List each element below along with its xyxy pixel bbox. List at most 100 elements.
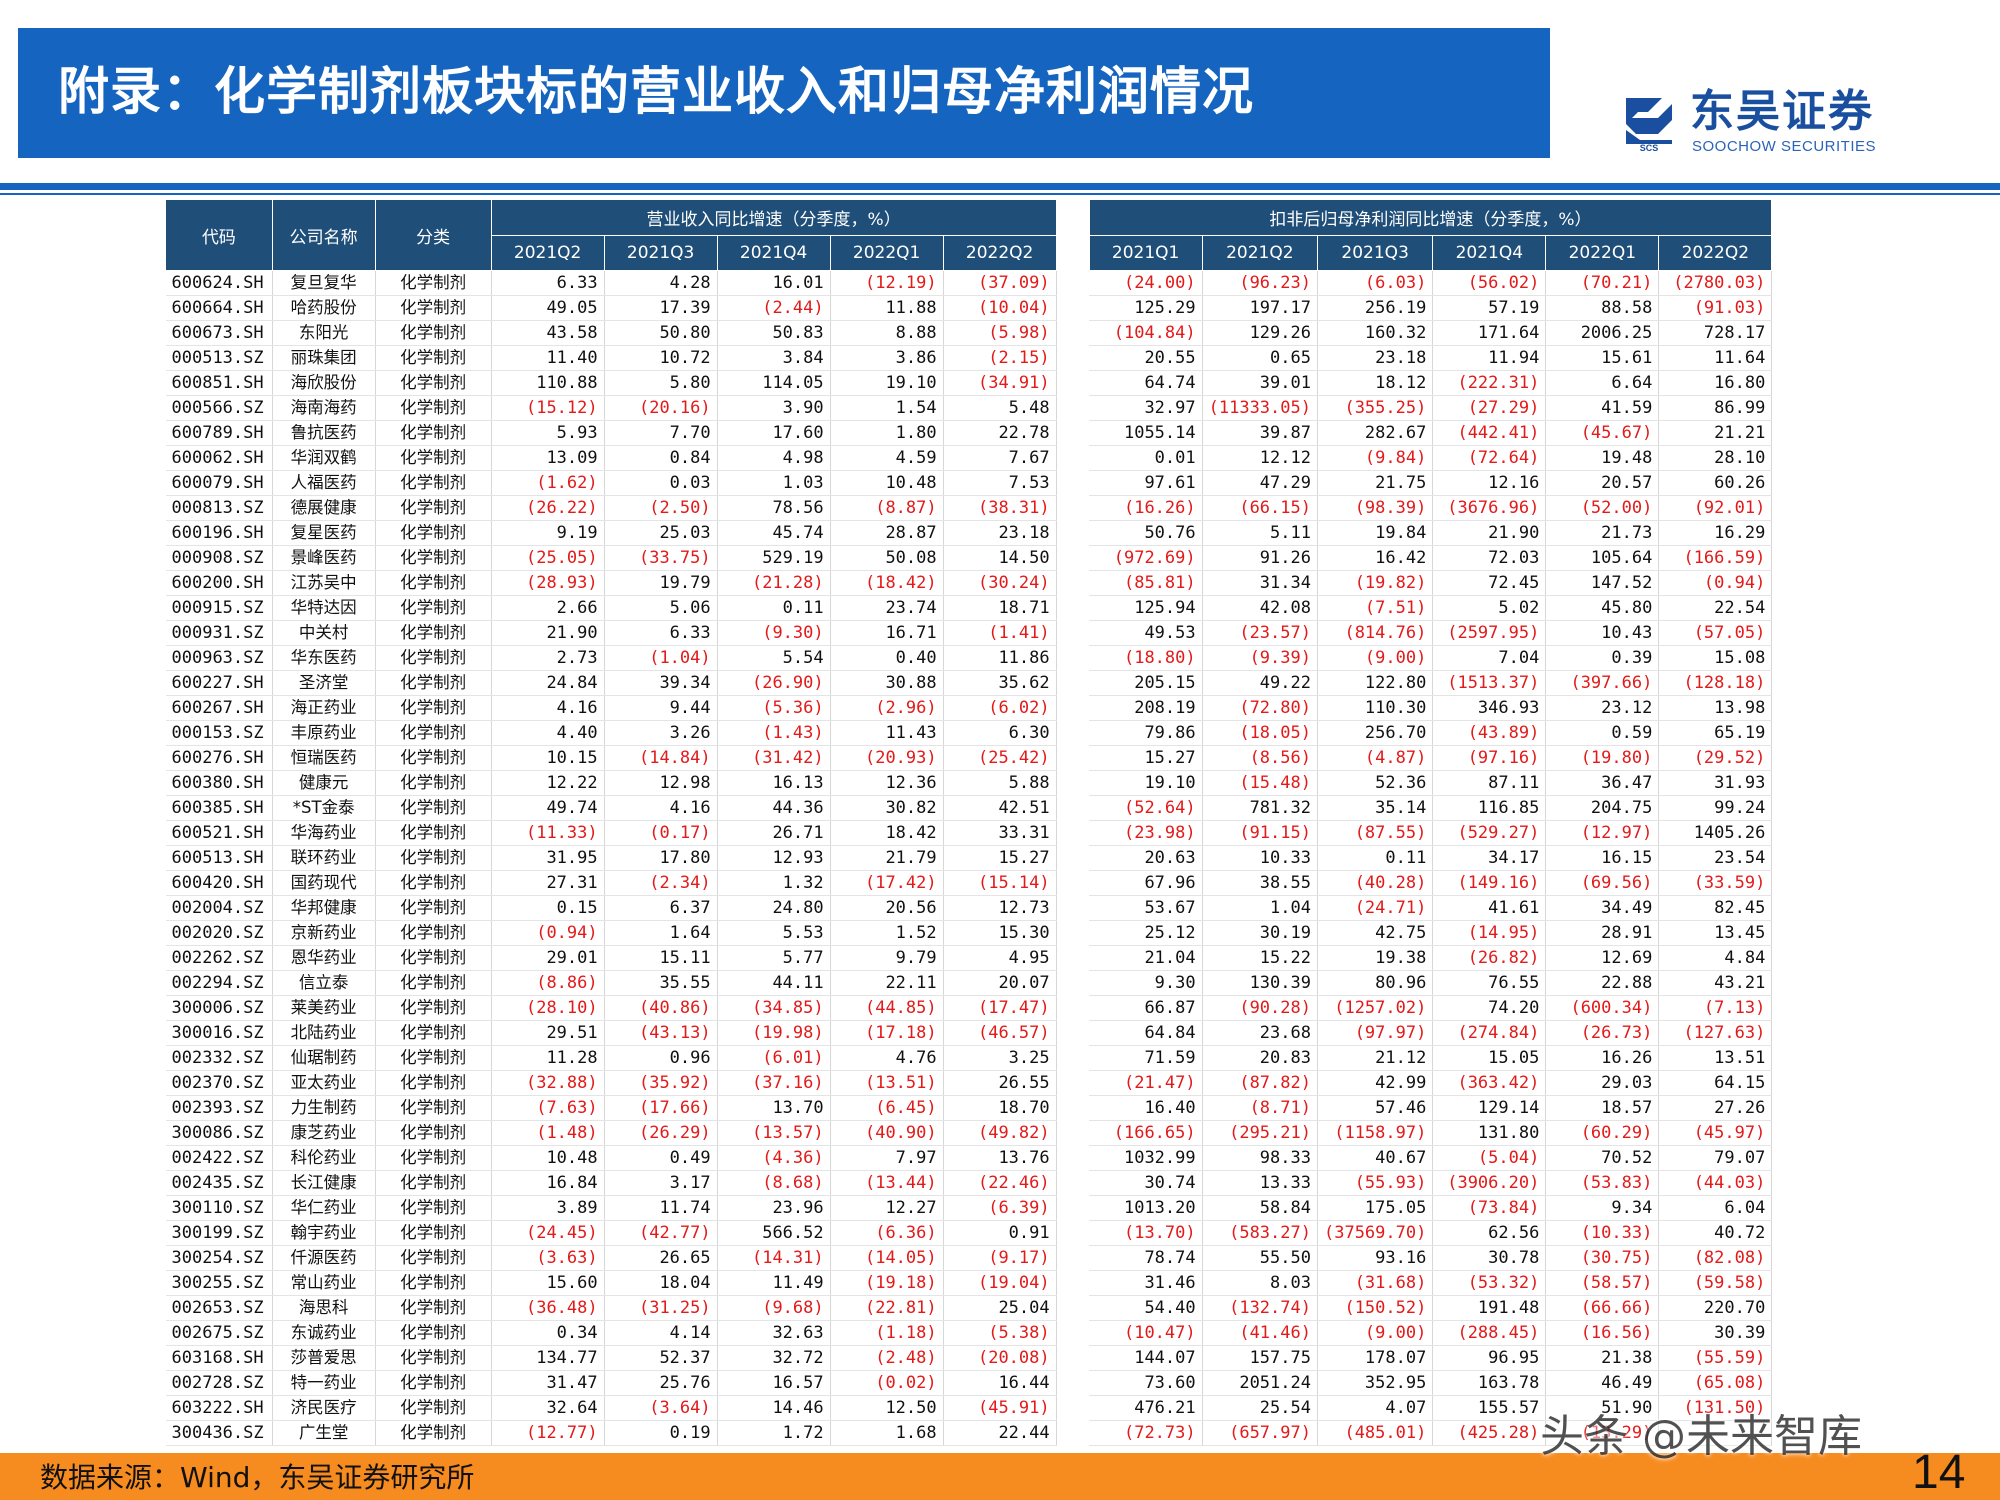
revenue-growth-cell: 50.83 — [717, 320, 831, 346]
profit-growth-cell: 130.39 — [1202, 970, 1318, 996]
company-name-cell: 丽珠集团 — [272, 345, 376, 371]
revenue-growth-cell: 134.77 — [491, 1345, 605, 1371]
profit-growth-cell: 47.29 — [1202, 470, 1318, 496]
footer-bar — [0, 1453, 2000, 1500]
company-name-cell: 鲁抗医药 — [272, 420, 376, 446]
table-row: 600420.SH 国药现代 化学制剂 27.31 (2.34) 1.32 (17.42)(… — [165, 870, 1773, 896]
table-row: 002675.SZ 东诚药业 化学制剂 0.34 4.14 32.63 (1.18) (5.3… — [165, 1320, 1773, 1346]
profit-growth-cell: (2780.03) — [1658, 270, 1773, 296]
stock-code-cell: 002675.SZ — [165, 1320, 273, 1346]
profit-growth-cell: 2051.24 — [1202, 1370, 1318, 1396]
revenue-growth-cell: (25.05) — [491, 545, 605, 571]
revenue-growth-cell: 0.15 — [491, 895, 605, 921]
stock-code-cell: 002653.SZ — [165, 1295, 273, 1321]
revenue-growth-cell: (17.42) — [830, 870, 944, 896]
column-gap — [1056, 496, 1089, 521]
revenue-growth-cell: (1.18) — [830, 1320, 944, 1346]
profit-growth-cell: (355.25) — [1317, 395, 1434, 421]
column-gap — [1056, 546, 1089, 571]
table-row: 603222.SH 济民医疗 化学制剂 32.64 (3.64) 14.46 12.50 (4… — [165, 1395, 1773, 1421]
profit-growth-cell: 0.59 — [1545, 720, 1660, 746]
profit-growth-cell: (41.46) — [1202, 1320, 1318, 1346]
revenue-growth-cell: 3.90 — [717, 395, 831, 421]
revenue-growth-cell: 19.79 — [604, 570, 718, 596]
revenue-growth-cell: (8.86) — [491, 970, 605, 996]
scs-logo-icon: SCS — [1618, 90, 1680, 152]
profit-growth-cell: (657.97) — [1202, 1420, 1318, 1446]
category-cell: 化学制剂 — [375, 995, 492, 1021]
profit-growth-cell: 12.16 — [1432, 470, 1547, 496]
profit-growth-cell: (15.48) — [1202, 770, 1318, 796]
profit-growth-cell: 129.14 — [1432, 1095, 1547, 1121]
profit-growth-cell: 15.27 — [1089, 745, 1203, 771]
profit-growth-cell: (274.84) — [1432, 1020, 1547, 1046]
column-gap — [1056, 321, 1089, 346]
revenue-growth-cell: 13.09 — [491, 445, 605, 471]
profit-growth-cell: (3906.20) — [1432, 1170, 1547, 1196]
category-cell: 化学制剂 — [375, 870, 492, 896]
profit-growth-cell: 30.39 — [1658, 1320, 1773, 1346]
revenue-growth-cell: 0.03 — [604, 470, 718, 496]
revenue-growth-cell: (6.01) — [717, 1045, 831, 1071]
profit-growth-cell: (166.65) — [1089, 1120, 1203, 1146]
profit-growth-cell: 93.16 — [1317, 1245, 1434, 1271]
revenue-growth-cell: (4.36) — [717, 1145, 831, 1171]
stock-code-cell: 300016.SZ — [165, 1020, 273, 1046]
profit-growth-cell: (131.50) — [1658, 1395, 1773, 1421]
company-name-cell: 国药现代 — [272, 870, 376, 896]
table-row: 000813.SZ 德展健康 化学制剂 (26.22) (2.50) 78.56 (8.87… — [165, 495, 1773, 521]
profit-growth-cell: 1032.99 — [1089, 1145, 1203, 1171]
revenue-growth-cell: (1.41) — [943, 620, 1057, 646]
profit-growth-cell: 19.10 — [1089, 770, 1203, 796]
company-name-cell: *ST金泰 — [272, 795, 376, 821]
profit-growth-cell: 64.84 — [1089, 1020, 1203, 1046]
profit-growth-cell: (9.00) — [1317, 645, 1434, 671]
revenue-growth-cell: 114.05 — [717, 370, 831, 396]
profit-growth-cell: 157.75 — [1202, 1345, 1318, 1371]
profit-growth-cell: 1.04 — [1202, 895, 1318, 921]
table-row: 002020.SZ 京新药业 化学制剂 (0.94) 1.64 5.53 1.52 15.30… — [165, 920, 1773, 946]
profit-growth-cell: 8.03 — [1202, 1270, 1318, 1296]
revenue-growth-cell: 11.88 — [830, 295, 944, 321]
revenue-growth-cell: 12.27 — [830, 1195, 944, 1221]
category-cell: 化学制剂 — [375, 1070, 492, 1096]
profit-growth-cell: 204.75 — [1545, 795, 1660, 821]
profit-growth-cell: (45.97) — [1658, 1120, 1773, 1146]
company-name-cell: 海思科 — [272, 1295, 376, 1321]
company-name-cell: 恩华药业 — [272, 945, 376, 971]
profit-growth-cell: (40.28) — [1317, 870, 1434, 896]
revenue-growth-cell: 16.57 — [717, 1370, 831, 1396]
revenue-growth-cell: 7.53 — [943, 470, 1057, 496]
table-row: 000908.SZ 景峰医药 化学制剂 (25.05) (33.75) 529.19 50.… — [165, 545, 1773, 571]
column-gap — [1056, 371, 1089, 396]
revenue-growth-cell: (3.63) — [491, 1245, 605, 1271]
revenue-growth-cell: 6.33 — [604, 620, 718, 646]
revenue-growth-cell: 3.26 — [604, 720, 718, 746]
column-gap — [1056, 896, 1089, 921]
revenue-growth-cell: 42.51 — [943, 795, 1057, 821]
profit-growth-cell: 71.59 — [1089, 1045, 1203, 1071]
company-name-cell: 京新药业 — [272, 920, 376, 946]
revenue-growth-cell: 17.60 — [717, 420, 831, 446]
revenue-growth-cell: 1.03 — [717, 470, 831, 496]
category-cell: 化学制剂 — [375, 270, 492, 296]
company-name-cell: 中关村 — [272, 620, 376, 646]
profit-growth-cell: 20.83 — [1202, 1045, 1318, 1071]
revenue-growth-cell: (5.98) — [943, 320, 1057, 346]
revenue-growth-cell: (14.31) — [717, 1245, 831, 1271]
header-revenue-growth: 营业收入同比增速（分季度，%） — [490, 199, 1057, 236]
profit-growth-cell: (55.93) — [1317, 1170, 1434, 1196]
profit-growth-cell: (73.84) — [1432, 1195, 1547, 1221]
revenue-growth-cell: 35.62 — [943, 670, 1057, 696]
profit-growth-cell: (57.05) — [1658, 620, 1773, 646]
header-code: 代码 — [165, 199, 273, 271]
profit-growth-cell: 15.08 — [1658, 645, 1773, 671]
revenue-growth-cell: (15.14) — [943, 870, 1057, 896]
profit-growth-cell: (363.42) — [1432, 1070, 1547, 1096]
revenue-growth-cell: 10.48 — [830, 470, 944, 496]
profit-growth-cell: 72.03 — [1432, 545, 1547, 571]
profit-growth-cell: (485.01) — [1317, 1420, 1434, 1446]
header-divider-thick — [0, 183, 2000, 190]
revenue-growth-cell: (6.36) — [830, 1220, 944, 1246]
profit-growth-cell: 58.84 — [1202, 1195, 1318, 1221]
